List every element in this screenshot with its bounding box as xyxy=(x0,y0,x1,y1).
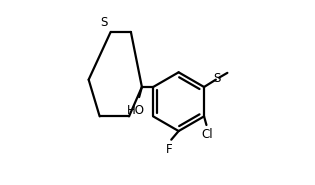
Text: S: S xyxy=(100,16,108,29)
Text: S: S xyxy=(214,72,221,85)
Text: HO: HO xyxy=(126,105,145,117)
Text: Cl: Cl xyxy=(202,128,213,141)
Text: F: F xyxy=(166,143,172,156)
